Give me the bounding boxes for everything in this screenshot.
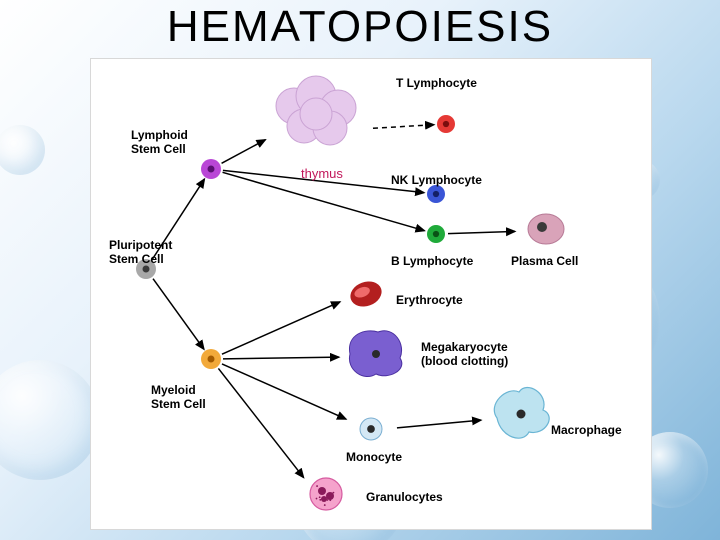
thymus-label: thymus (301, 167, 343, 182)
plasma-cell-icon (528, 214, 564, 244)
edge-arrow (397, 420, 481, 428)
slide: HEMATOPOIESIS Pluripotent Stem Cell Lymph… (0, 0, 720, 540)
t_lymph-cell-icon (437, 115, 455, 133)
thymus-icon (276, 76, 356, 145)
bg-bubble (0, 125, 45, 175)
macrophage-icon (494, 387, 549, 438)
erythrocyte-icon (347, 277, 385, 310)
bg-bubble (0, 360, 100, 480)
nk_lymph-label: NK Lymphocyte (391, 174, 482, 188)
edge-arrow (222, 302, 340, 354)
erythrocyte-label: Erythrocyte (396, 294, 463, 308)
granulocytes-label: Granulocytes (366, 491, 443, 505)
edge-arrow (223, 357, 339, 359)
myeloid-label: Myeloid Stem Cell (151, 384, 206, 412)
pluripotent-label: Pluripotent Stem Cell (109, 239, 172, 267)
edge-arrow (373, 125, 434, 129)
diagram-panel: Pluripotent Stem Cell Lymphoid Stem Cell M… (90, 58, 652, 530)
edge-arrow (222, 140, 266, 164)
monocyte-label: Monocyte (346, 451, 402, 465)
b_lymph-cell-icon (427, 225, 445, 243)
lymphoid-cell-icon (201, 159, 221, 179)
monocyte-cell-icon (360, 418, 382, 440)
granulocytes-icon (310, 478, 342, 510)
slide-title: HEMATOPOIESIS (0, 2, 720, 52)
edge-arrow (222, 364, 346, 419)
megakaryocyte-icon (349, 331, 401, 377)
edge-arrow (153, 279, 204, 350)
edge-arrow (448, 231, 515, 233)
megakaryocyte-label: Megakaryocyte (blood clotting) (421, 341, 508, 369)
macrophage-label: Macrophage (551, 424, 622, 438)
edge-arrow (218, 368, 303, 477)
b_lymph-label: B Lymphocyte (391, 255, 473, 269)
t_lymph-label: T Lymphocyte (396, 77, 477, 91)
plasma-label: Plasma Cell (511, 255, 578, 269)
lymphoid-label: Lymphoid Stem Cell (131, 129, 188, 157)
myeloid-cell-icon (201, 349, 221, 369)
